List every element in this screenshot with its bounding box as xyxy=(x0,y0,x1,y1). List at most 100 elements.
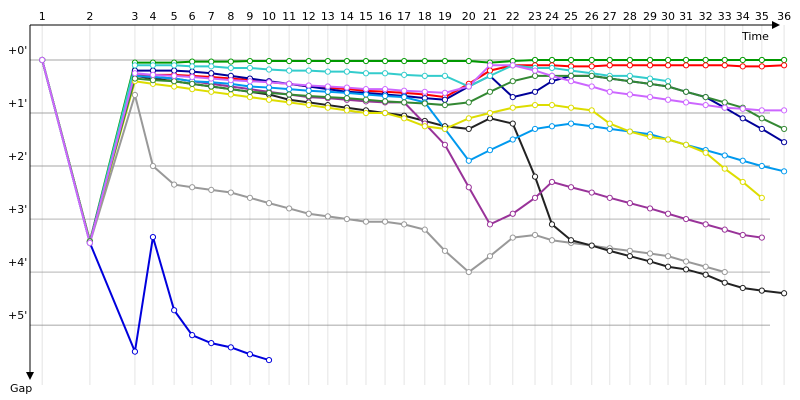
data-point xyxy=(305,101,312,109)
data-point xyxy=(362,57,370,65)
data-point xyxy=(362,109,370,117)
data-point xyxy=(509,234,516,241)
data-point xyxy=(702,149,709,156)
data-point xyxy=(548,72,556,79)
data-point xyxy=(548,178,556,186)
data-point xyxy=(626,56,633,64)
data-point xyxy=(149,71,157,78)
x-tick-label: 19 xyxy=(438,10,452,23)
data-point xyxy=(567,72,575,79)
data-point xyxy=(465,115,472,122)
series-line xyxy=(41,59,762,246)
x-tick-label: 10 xyxy=(262,10,276,23)
x-tick-label: 16 xyxy=(378,10,392,23)
data-point xyxy=(324,88,331,95)
data-point xyxy=(401,115,408,122)
data-point xyxy=(343,68,351,75)
data-point xyxy=(305,87,312,94)
x-tick-label: 17 xyxy=(397,10,411,23)
data-point xyxy=(781,125,788,133)
data-point xyxy=(531,72,539,79)
x-tick-label: 24 xyxy=(545,10,559,23)
data-point xyxy=(626,72,633,79)
data-point xyxy=(548,237,556,244)
x-tick-label: 7 xyxy=(208,10,215,23)
data-point xyxy=(531,125,539,133)
data-point xyxy=(682,62,690,69)
data-point xyxy=(401,57,408,65)
data-point xyxy=(227,86,234,93)
data-point xyxy=(682,56,690,64)
data-point xyxy=(465,57,472,65)
x-tick-label: 5 xyxy=(171,10,178,23)
data-point xyxy=(548,56,556,64)
data-point xyxy=(509,62,516,69)
data-point xyxy=(265,89,273,96)
series-line xyxy=(41,59,763,246)
data-point xyxy=(548,123,556,130)
data-point xyxy=(664,96,672,103)
data-point xyxy=(189,86,196,93)
data-point xyxy=(781,168,788,175)
data-point xyxy=(721,99,728,106)
data-point xyxy=(208,186,215,193)
data-point xyxy=(343,215,351,223)
data-point xyxy=(189,184,196,191)
data-point xyxy=(606,125,613,133)
data-point xyxy=(646,56,654,64)
data-point xyxy=(781,290,788,297)
data-point xyxy=(131,75,139,82)
data-point xyxy=(265,200,273,207)
data-point xyxy=(739,115,746,122)
data-point xyxy=(567,184,575,191)
data-point xyxy=(682,99,690,106)
data-point xyxy=(246,88,254,95)
x-tick-label: 14 xyxy=(340,10,354,23)
data-point xyxy=(171,83,178,90)
data-point xyxy=(286,67,293,74)
x-tick-label: 29 xyxy=(643,10,657,23)
data-point xyxy=(588,123,595,130)
data-point xyxy=(721,62,728,69)
data-point xyxy=(208,75,215,82)
data-point xyxy=(189,73,196,81)
data-point xyxy=(646,94,654,101)
data-point xyxy=(265,84,273,91)
data-point xyxy=(588,72,595,79)
data-point xyxy=(401,71,408,78)
x-tick-label: 27 xyxy=(603,10,617,23)
data-point xyxy=(739,157,746,164)
data-point xyxy=(441,125,449,133)
data-point xyxy=(781,139,788,146)
y-tick-label: +2' xyxy=(8,150,27,163)
data-point xyxy=(265,66,273,73)
data-point xyxy=(531,194,539,201)
data-point xyxy=(246,83,254,90)
data-point xyxy=(324,83,331,90)
data-point xyxy=(626,253,633,260)
data-point xyxy=(486,147,494,154)
data-point xyxy=(343,84,351,91)
data-point xyxy=(721,56,728,64)
data-point xyxy=(362,91,370,98)
data-point xyxy=(606,75,613,82)
data-point xyxy=(343,95,351,102)
data-point xyxy=(324,104,331,111)
data-point xyxy=(465,83,472,90)
data-point xyxy=(588,107,595,114)
data-point xyxy=(189,68,196,75)
data-point xyxy=(509,120,516,127)
x-axis-label: Time xyxy=(741,30,769,43)
data-point xyxy=(739,178,746,186)
data-point xyxy=(531,67,539,74)
data-point xyxy=(626,62,633,69)
data-point xyxy=(548,78,556,85)
data-point xyxy=(421,226,428,233)
data-point xyxy=(606,62,613,69)
data-point xyxy=(305,92,312,100)
data-point xyxy=(702,263,709,270)
data-point xyxy=(286,57,293,65)
data-point xyxy=(286,86,293,93)
data-point xyxy=(781,56,788,64)
x-tick-label: 13 xyxy=(321,10,335,23)
